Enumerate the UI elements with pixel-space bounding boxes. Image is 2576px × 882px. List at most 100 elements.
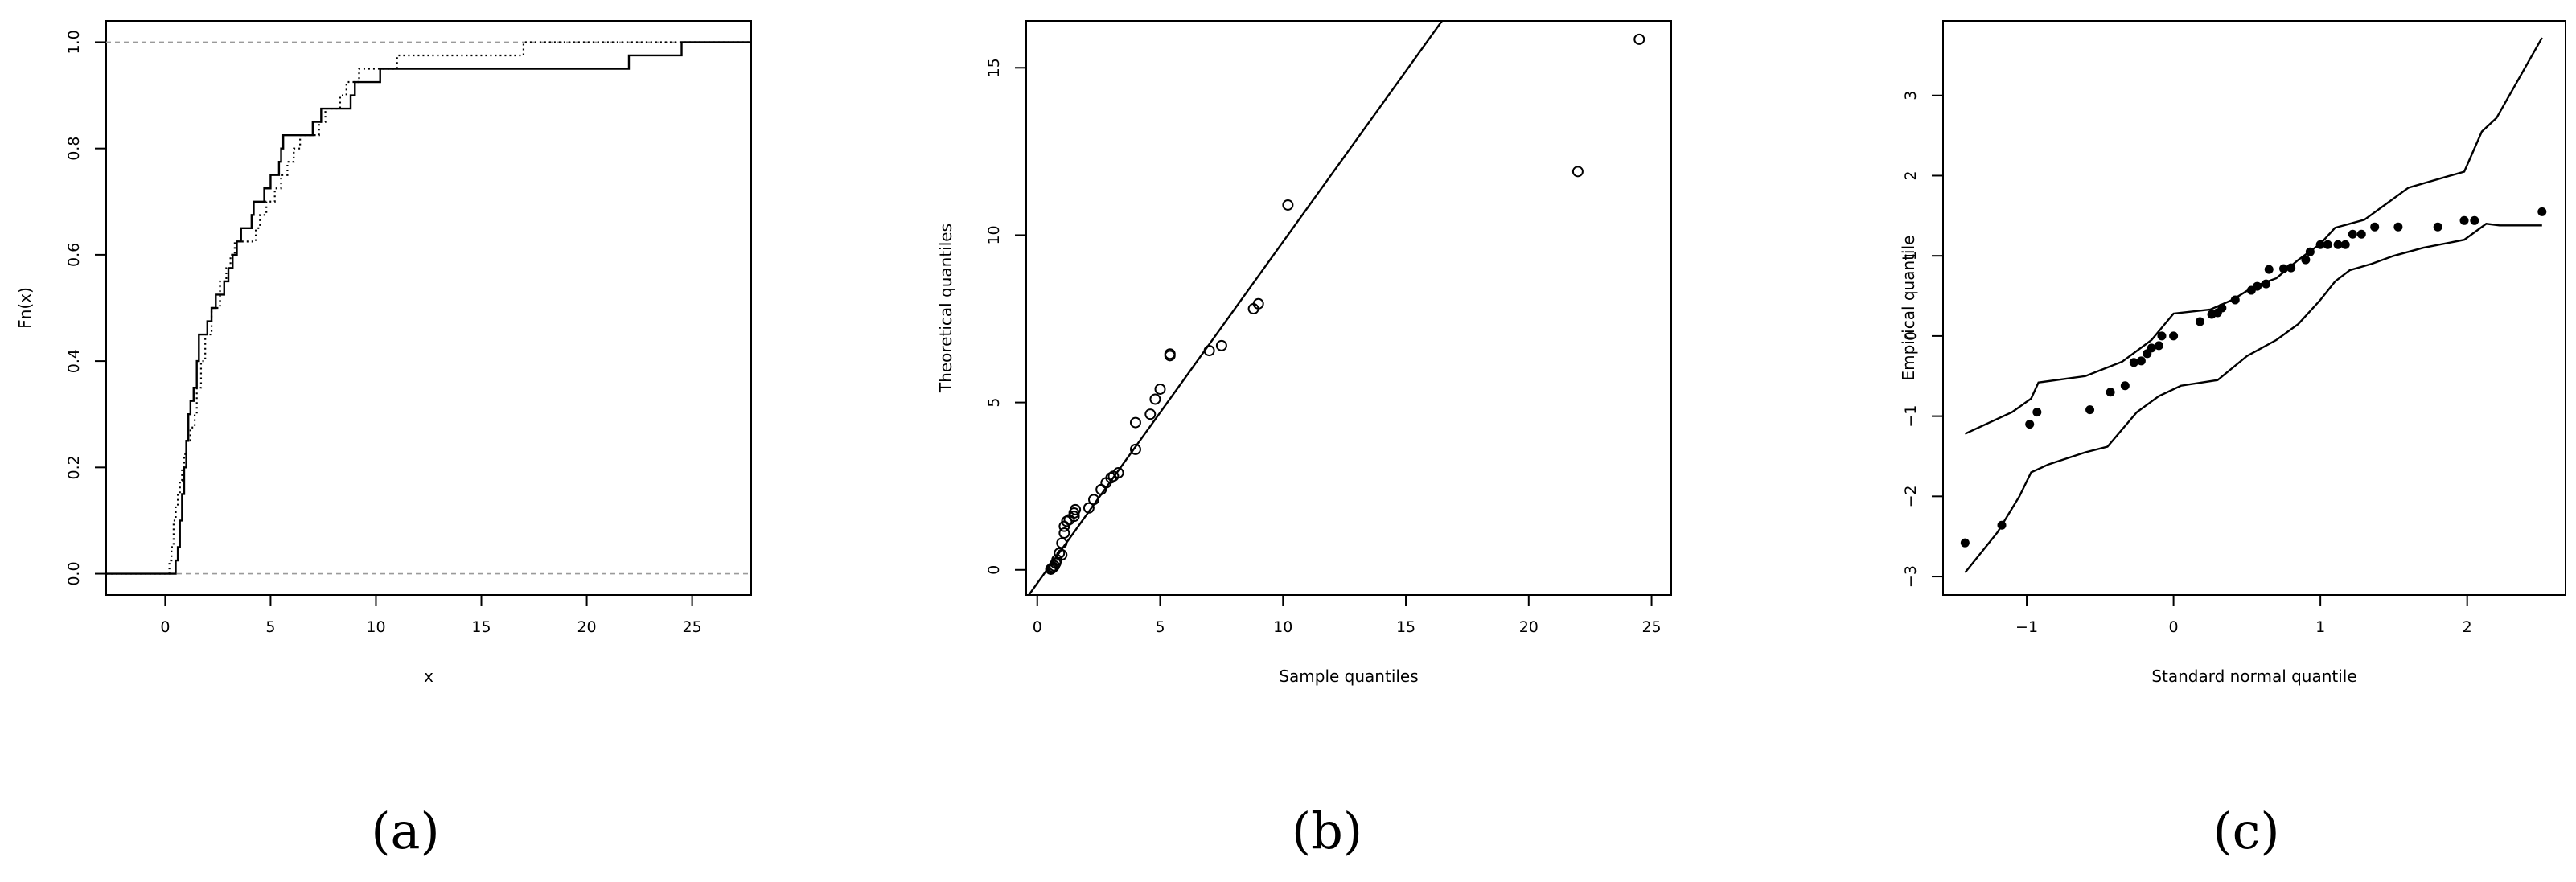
data-point [1960,538,1970,548]
y-tick-label: 0 [985,565,1003,575]
panel-label-b: (b) [1292,802,1362,860]
data-point [2459,215,2469,225]
y-tick-label: 0.2 [65,455,83,479]
x-axis-title: Sample quantiles [1279,667,1418,686]
data-point [1061,515,1073,527]
data-point [2217,303,2227,313]
data-point [1083,502,1095,514]
y-tick-label: 1.0 [65,30,83,54]
data-point [1054,547,1066,559]
data-point [2356,229,2366,239]
data-point [2106,388,2115,397]
data-point [2393,222,2403,232]
y-tick-label: 0.0 [65,561,83,585]
data-point [2323,240,2332,249]
x-tick-label: 0 [1033,618,1042,636]
data-point [2370,222,2380,232]
y-tick-label: 0.8 [65,137,83,161]
data-point [1129,416,1141,429]
data-point [1112,467,1124,479]
data-point [2120,381,2130,391]
y-tick-label: 5 [985,398,1003,408]
plot-area [1027,21,1645,595]
data-point [1154,383,1166,395]
data-point [1144,408,1157,420]
x-tick-label: 5 [1155,618,1165,636]
x-tick-label: 0 [2169,618,2179,636]
data-point [2470,215,2479,225]
y-tick-label: 10 [985,225,1003,244]
data-point [1088,494,1100,506]
y-tick-label: 0 [1902,331,1920,341]
data-point [2333,240,2343,249]
data-point [2032,408,2042,417]
x-tick-label: 25 [1641,618,1661,636]
y-tick-label: 2 [1902,170,1920,180]
data-point [2301,255,2311,265]
data-point [2433,222,2442,232]
ecdf-series-solid [106,41,751,575]
data-point [2537,207,2547,216]
data-point [1997,520,2007,530]
reference-line [1027,21,1444,595]
y-tick-label: 0.4 [65,349,83,373]
data-point [1056,549,1068,561]
panel-label-a: (a) [371,802,439,860]
data-point [2195,317,2204,326]
plot-area [106,41,751,575]
data-point [2253,281,2262,291]
data-point [1571,166,1584,178]
x-tick-label: 2 [2463,618,2472,636]
data-point [2340,240,2350,249]
y-axis-title: Theoretical quantiles [936,224,955,393]
data-point [2169,331,2179,341]
x-tick-label: 25 [683,618,702,636]
data-point [1203,345,1215,357]
lower-envelope-line [1964,223,2542,573]
panel-a-ecdf-plot: 0 5 10 15 20 25 0.0 0.2 0.4 0.6 0.8 1.0 x Fn(x) [15,20,752,686]
data-point [2264,265,2274,274]
data-point [1068,511,1080,523]
x-tick-label: 0 [160,618,170,636]
x-tick-label: 15 [471,618,491,636]
data-point [1149,393,1161,405]
y-tick-label: 3 [1902,91,1920,101]
data-point [1058,527,1070,539]
data-point [2025,420,2035,429]
data-point [2315,240,2325,249]
x-tick-label: 15 [1396,618,1415,636]
plot-frame [1025,20,1672,596]
data-point [2262,279,2271,289]
data-point [2286,263,2296,273]
data-point [2230,295,2240,305]
data-point [1129,443,1141,455]
x-tick-label: 10 [366,618,385,636]
data-point [2147,343,2156,353]
upper-envelope-line [1964,37,2543,435]
y-axis-title: Empirical quantile [1899,236,1918,381]
x-axis-title: Standard normal quantile [2151,667,2356,686]
data-point [1164,348,1176,360]
x-tick-label: −1 [2015,618,2038,636]
y-tick-label: −3 [1902,565,1920,588]
data-point [2348,229,2357,239]
y-tick-label: −1 [1902,405,1920,428]
data-point [2279,264,2289,273]
data-point [2157,331,2167,341]
x-tick-label: 1 [2315,618,2325,636]
data-point [2136,356,2146,366]
plot-frame [105,20,752,596]
ecdf-series-dotted [106,41,751,575]
panel-c-normal-qq-plot: −1 0 1 2 −3 −2 −1 0 1 2 3 Standard normal quantile E… [1899,20,2566,686]
panel-label-c: (c) [2212,802,2279,860]
plot-frame [1942,20,2566,596]
data-point [1633,33,1645,45]
data-point [1252,297,1264,310]
x-tick-label: 20 [577,618,596,636]
data-point [1282,199,1294,211]
x-tick-label: 10 [1273,618,1292,636]
x-axis-title: x [424,667,433,686]
data-point [2129,358,2138,367]
data-point [1056,537,1068,549]
